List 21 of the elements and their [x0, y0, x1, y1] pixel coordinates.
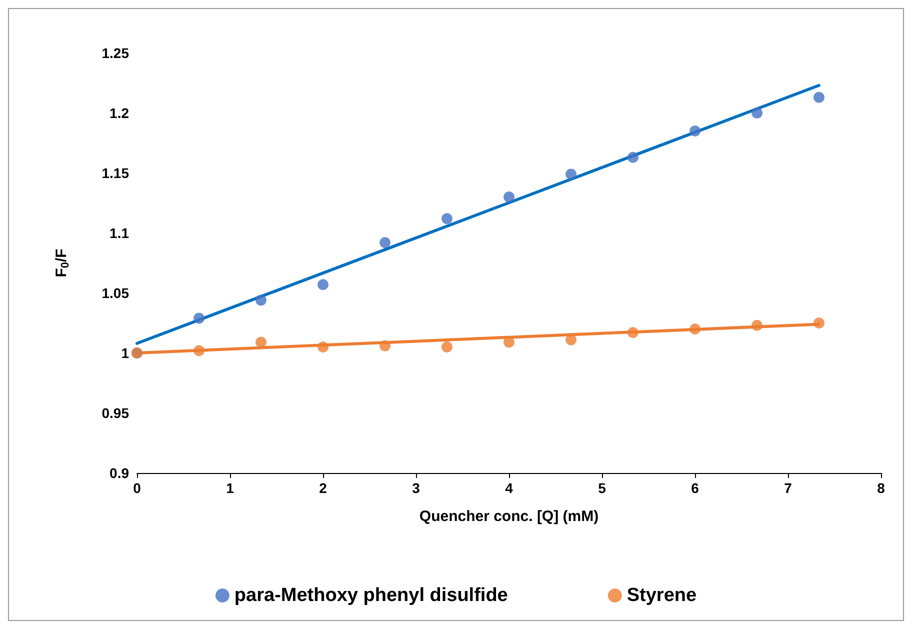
y-tick-label: 1.2: [110, 105, 130, 121]
x-tick-label: 8: [877, 480, 886, 496]
x-tick-label: 6: [691, 480, 700, 496]
y-tick-label: 1.05: [102, 285, 130, 301]
y-tick-label: 1: [121, 345, 130, 361]
x-tick-label: 7: [784, 480, 792, 496]
x-tick-label: 3: [412, 480, 420, 496]
x-axis-title: Quencher conc. [Q] (mM): [419, 508, 599, 525]
legend-label: Styrene: [626, 585, 697, 606]
x-tick-label: 5: [598, 480, 606, 496]
y-tick-label: 1.1: [110, 225, 130, 241]
x-tick-label: 4: [505, 480, 514, 496]
y-tick-label: 1.25: [102, 45, 130, 61]
x-tick-label: 2: [319, 480, 328, 496]
y-axis-title: F0/F: [53, 248, 72, 278]
y-tick-label: 1.15: [102, 165, 130, 181]
y-tick-label: 0.95: [102, 405, 130, 421]
x-tick-label: 1: [226, 480, 234, 496]
legend-label: para-Methoxy phenyl disulfide: [234, 585, 508, 606]
y-tick-label: 0.9: [110, 465, 130, 481]
x-tick-label: 0: [133, 480, 142, 496]
